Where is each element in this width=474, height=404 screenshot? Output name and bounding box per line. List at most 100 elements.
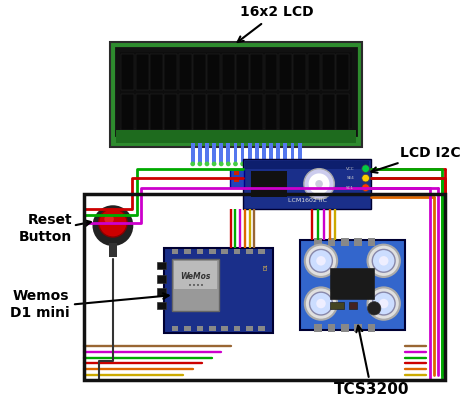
- Text: D1: D1: [264, 263, 268, 270]
- Text: Wemos
D1 mini: Wemos D1 mini: [9, 289, 69, 320]
- Bar: [205, 143, 209, 164]
- Bar: [193, 54, 206, 90]
- Bar: [236, 54, 249, 90]
- Bar: [298, 143, 301, 164]
- Bar: [330, 302, 344, 309]
- Bar: [179, 94, 191, 130]
- Bar: [164, 54, 177, 90]
- Circle shape: [255, 162, 259, 166]
- Bar: [251, 170, 287, 197]
- Circle shape: [276, 162, 281, 166]
- Bar: [156, 262, 166, 269]
- Circle shape: [372, 292, 395, 315]
- Bar: [250, 94, 263, 130]
- Bar: [227, 143, 230, 164]
- Circle shape: [240, 162, 245, 166]
- Bar: [264, 94, 277, 130]
- Bar: [269, 143, 273, 164]
- Circle shape: [362, 175, 369, 182]
- Bar: [156, 275, 166, 283]
- Bar: [209, 326, 216, 331]
- Bar: [193, 94, 206, 130]
- Bar: [164, 94, 177, 130]
- Bar: [198, 143, 202, 164]
- Bar: [276, 143, 280, 164]
- Circle shape: [191, 162, 195, 166]
- Bar: [109, 243, 117, 257]
- Bar: [234, 249, 240, 254]
- Bar: [173, 261, 218, 289]
- Bar: [300, 240, 405, 330]
- Circle shape: [297, 162, 302, 166]
- Bar: [262, 143, 266, 164]
- Bar: [156, 302, 166, 309]
- Circle shape: [247, 162, 252, 166]
- Bar: [354, 238, 362, 246]
- Text: LCM1602 IIC: LCM1602 IIC: [288, 198, 327, 204]
- Bar: [279, 94, 292, 130]
- Circle shape: [315, 180, 323, 187]
- Bar: [207, 54, 220, 90]
- Bar: [291, 143, 294, 164]
- Bar: [341, 238, 348, 246]
- Bar: [236, 94, 249, 130]
- Bar: [293, 54, 306, 90]
- Bar: [330, 268, 374, 299]
- Bar: [197, 249, 203, 254]
- Circle shape: [226, 162, 231, 166]
- Circle shape: [379, 256, 388, 265]
- Bar: [367, 238, 375, 246]
- Bar: [322, 94, 335, 130]
- Text: ••••: ••••: [188, 282, 203, 288]
- Circle shape: [316, 299, 326, 308]
- Bar: [322, 54, 335, 90]
- Bar: [246, 326, 253, 331]
- Text: LCD I2C: LCD I2C: [372, 145, 460, 173]
- Bar: [354, 324, 362, 332]
- Bar: [172, 259, 219, 311]
- Bar: [328, 324, 335, 332]
- Circle shape: [367, 245, 400, 277]
- Bar: [341, 324, 348, 332]
- Bar: [349, 302, 357, 309]
- Bar: [136, 54, 149, 90]
- Circle shape: [104, 214, 114, 224]
- Circle shape: [367, 302, 381, 315]
- Bar: [230, 168, 244, 187]
- Circle shape: [367, 287, 400, 320]
- Bar: [110, 42, 362, 147]
- Bar: [121, 94, 134, 130]
- Bar: [258, 249, 265, 254]
- Bar: [222, 54, 235, 90]
- Circle shape: [372, 249, 395, 272]
- Bar: [258, 326, 265, 331]
- Bar: [136, 94, 149, 130]
- Bar: [279, 54, 292, 90]
- Circle shape: [205, 162, 210, 166]
- Bar: [191, 143, 195, 164]
- Circle shape: [290, 162, 295, 166]
- Bar: [293, 94, 306, 130]
- Bar: [212, 143, 216, 164]
- Circle shape: [310, 249, 332, 272]
- Circle shape: [94, 207, 132, 245]
- Bar: [314, 324, 322, 332]
- Bar: [250, 54, 263, 90]
- Circle shape: [219, 162, 224, 166]
- Circle shape: [269, 162, 273, 166]
- Circle shape: [362, 165, 369, 173]
- Circle shape: [212, 162, 217, 166]
- Bar: [119, 52, 352, 128]
- Bar: [184, 326, 191, 331]
- Bar: [222, 94, 235, 130]
- Text: TCS3200: TCS3200: [334, 326, 409, 398]
- Bar: [197, 326, 203, 331]
- Circle shape: [304, 168, 334, 199]
- Text: Reset
Button: Reset Button: [19, 213, 72, 244]
- Bar: [221, 249, 228, 254]
- Circle shape: [379, 299, 388, 308]
- Circle shape: [305, 245, 337, 277]
- Bar: [248, 143, 252, 164]
- Text: WeMos: WeMos: [181, 271, 211, 280]
- Bar: [207, 94, 220, 130]
